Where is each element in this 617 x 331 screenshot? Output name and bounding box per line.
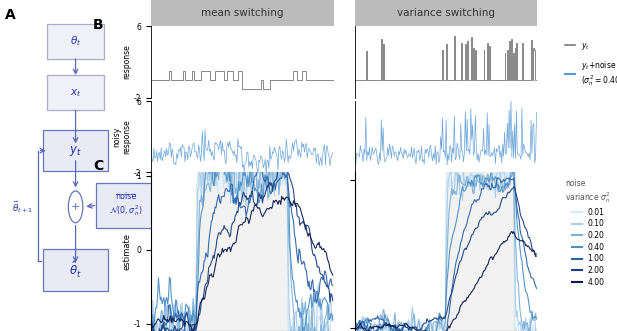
Y-axis label: noisy
response: noisy response [112, 119, 131, 154]
Text: $\theta_t$: $\theta_t$ [70, 34, 81, 48]
FancyBboxPatch shape [47, 75, 104, 110]
Text: C: C [93, 160, 103, 173]
Bar [197, 172, 288, 331]
Y-axis label: response: response [122, 45, 131, 79]
Text: mean switching: mean switching [201, 8, 284, 18]
Legend: 0.01, 0.10, 0.20, 0.40, 1.00, 2.00, 4.00: 0.01, 0.10, 0.20, 0.40, 1.00, 2.00, 4.00 [563, 176, 614, 290]
Text: $\sim\!\!\sim\!\!\sim$: $\sim\!\!\sim\!\!\sim$ [113, 189, 138, 198]
Legend: $y_t$, $y_t$+noise
($\sigma_n^2=0.40$): $y_t$, $y_t$+noise ($\sigma_n^2=0.40$) [563, 38, 617, 92]
FancyBboxPatch shape [43, 130, 108, 171]
Text: A: A [4, 8, 15, 22]
Circle shape [68, 191, 83, 223]
FancyBboxPatch shape [47, 24, 104, 59]
Text: $y_t$: $y_t$ [69, 144, 82, 158]
Text: noise
$\mathcal{N}(0,\sigma_n^2)$: noise $\mathcal{N}(0,\sigma_n^2)$ [109, 192, 143, 218]
Text: $\vec{\theta}_{t+1}$: $\vec{\theta}_{t+1}$ [12, 199, 33, 215]
Text: variance switching: variance switching [397, 8, 495, 18]
FancyBboxPatch shape [96, 183, 155, 228]
Text: $x_t$: $x_t$ [70, 87, 81, 99]
Text: B: B [93, 18, 104, 32]
Text: +: + [71, 202, 80, 212]
Text: $\hat{\theta}_t$: $\hat{\theta}_t$ [69, 260, 82, 280]
Bar [446, 172, 515, 331]
Y-axis label: estimate: estimate [122, 233, 131, 270]
FancyBboxPatch shape [43, 249, 108, 291]
